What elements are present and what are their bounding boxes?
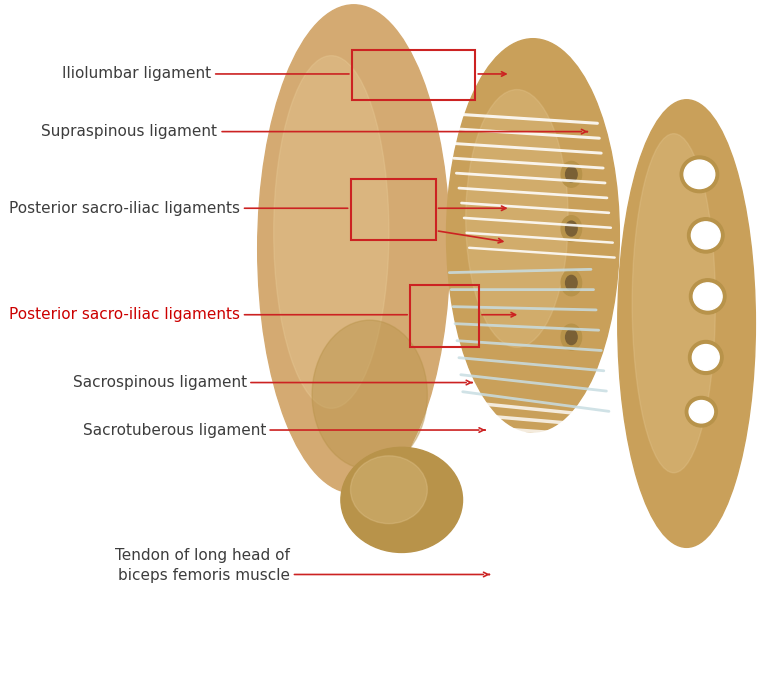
FancyArrowPatch shape xyxy=(477,458,561,588)
Ellipse shape xyxy=(561,270,581,296)
FancyArrowPatch shape xyxy=(463,392,609,411)
Ellipse shape xyxy=(617,99,756,548)
Ellipse shape xyxy=(680,156,719,193)
FancyArrowPatch shape xyxy=(477,445,548,549)
FancyArrowPatch shape xyxy=(462,426,591,435)
Bar xyxy=(350,179,435,240)
Ellipse shape xyxy=(565,221,577,236)
FancyArrowPatch shape xyxy=(464,218,611,227)
Ellipse shape xyxy=(258,5,450,493)
FancyArrowPatch shape xyxy=(459,188,607,198)
FancyArrowPatch shape xyxy=(462,203,609,212)
Ellipse shape xyxy=(688,340,723,375)
Bar xyxy=(410,285,479,347)
FancyArrowPatch shape xyxy=(457,340,601,351)
FancyArrowPatch shape xyxy=(446,114,598,123)
Ellipse shape xyxy=(312,320,427,469)
FancyArrowPatch shape xyxy=(454,158,603,168)
FancyArrowPatch shape xyxy=(462,414,591,425)
Ellipse shape xyxy=(632,133,716,473)
Ellipse shape xyxy=(565,167,577,182)
Ellipse shape xyxy=(691,222,720,249)
Text: Sacrospinous ligament: Sacrospinous ligament xyxy=(73,375,247,390)
Ellipse shape xyxy=(565,330,577,345)
FancyArrowPatch shape xyxy=(467,233,613,242)
Ellipse shape xyxy=(684,160,715,189)
FancyArrowPatch shape xyxy=(477,482,586,667)
Ellipse shape xyxy=(273,56,389,409)
FancyArrowPatch shape xyxy=(469,248,614,257)
FancyArrowPatch shape xyxy=(452,143,601,153)
FancyArrowPatch shape xyxy=(455,323,599,330)
Bar xyxy=(352,50,475,100)
Text: Iliolumbar ligament: Iliolumbar ligament xyxy=(61,67,211,82)
Ellipse shape xyxy=(465,90,568,347)
Ellipse shape xyxy=(446,39,619,432)
Ellipse shape xyxy=(561,216,581,242)
Ellipse shape xyxy=(565,275,577,290)
Text: Tendon of long head of
biceps femoris muscle: Tendon of long head of biceps femoris mu… xyxy=(114,548,290,583)
FancyArrowPatch shape xyxy=(462,402,591,415)
FancyArrowPatch shape xyxy=(488,479,501,636)
FancyArrowPatch shape xyxy=(477,421,521,471)
Ellipse shape xyxy=(561,324,581,350)
Ellipse shape xyxy=(341,447,462,552)
FancyArrowPatch shape xyxy=(477,433,535,510)
FancyArrowPatch shape xyxy=(453,306,596,310)
Text: Sacrotuberous ligament: Sacrotuberous ligament xyxy=(83,422,266,437)
FancyArrowPatch shape xyxy=(456,173,605,183)
FancyArrowPatch shape xyxy=(449,270,591,272)
Ellipse shape xyxy=(692,345,720,370)
FancyArrowPatch shape xyxy=(459,358,604,370)
FancyArrowPatch shape xyxy=(449,129,599,138)
Text: Supraspinous ligament: Supraspinous ligament xyxy=(41,124,217,139)
FancyArrowPatch shape xyxy=(461,375,607,391)
Ellipse shape xyxy=(694,283,722,310)
FancyArrowPatch shape xyxy=(477,470,573,628)
Ellipse shape xyxy=(561,161,581,187)
Ellipse shape xyxy=(689,400,713,423)
FancyArrowPatch shape xyxy=(462,439,591,445)
Ellipse shape xyxy=(685,396,717,427)
FancyArrowPatch shape xyxy=(475,479,488,636)
Text: Posterior sacro-iliac ligaments: Posterior sacro-iliac ligaments xyxy=(9,307,240,322)
Text: Posterior sacro-iliac ligaments: Posterior sacro-iliac ligaments xyxy=(9,201,240,216)
Ellipse shape xyxy=(690,279,726,314)
Ellipse shape xyxy=(350,456,427,524)
Ellipse shape xyxy=(687,218,724,253)
